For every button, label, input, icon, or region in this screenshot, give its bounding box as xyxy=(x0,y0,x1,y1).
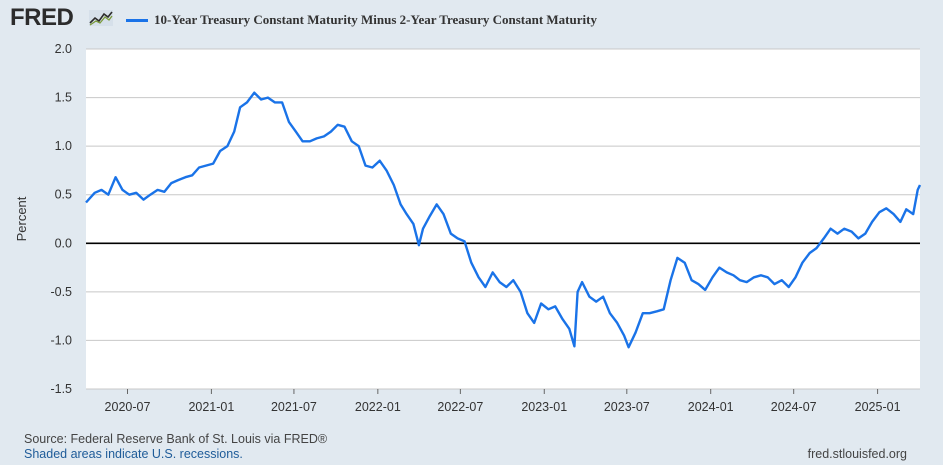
x-tick-label: 2023-07 xyxy=(604,400,650,414)
x-tick-label: 2025-01 xyxy=(855,400,901,414)
x-tick-label: 2021-01 xyxy=(188,400,234,414)
y-tick-label: 2.0 xyxy=(55,42,72,56)
x-tick-label: 2022-07 xyxy=(437,400,483,414)
legend-label[interactable]: 10-Year Treasury Constant Maturity Minus… xyxy=(154,12,597,27)
x-tick-label: 2023-01 xyxy=(521,400,567,414)
x-tick-label: 2024-01 xyxy=(688,400,734,414)
y-tick-label: -0.5 xyxy=(50,285,72,299)
y-tick-label: 0.5 xyxy=(55,188,72,202)
source-note: Source: Federal Reserve Bank of St. Loui… xyxy=(24,432,328,446)
x-tick-label: 2021-07 xyxy=(271,400,317,414)
y-tick-label: 1.0 xyxy=(55,139,72,153)
site-link[interactable]: fred.stlouisfed.org xyxy=(807,447,907,461)
y-tick-label: -1.0 xyxy=(50,333,72,347)
recession-note[interactable]: Shaded areas indicate U.S. recessions. xyxy=(24,447,243,461)
y-tick-label: -1.5 xyxy=(50,382,72,396)
fred-logo[interactable]: FRED xyxy=(10,4,74,31)
x-tick-label: 2022-01 xyxy=(355,400,401,414)
y-axis-label: Percent xyxy=(14,196,29,241)
fred-chart-icon xyxy=(89,10,113,31)
y-axis: -1.5 -1.0 -0.5 0.0 0.5 1.0 1.5 2.0 xyxy=(50,42,72,396)
y-tick-label: 0.0 xyxy=(55,236,72,250)
x-tick-label: 2020-07 xyxy=(105,400,151,414)
legend-swatch xyxy=(126,19,148,22)
plot-area xyxy=(86,49,920,389)
x-axis: 2020-07 2021-01 2021-07 2022-01 2022-07 2023-… xyxy=(105,389,901,414)
series-line[interactable] xyxy=(85,91,922,349)
chart-header: FRED 10-Year Treasury Constant Maturity … xyxy=(0,0,943,40)
y-tick-label: 1.5 xyxy=(55,91,72,105)
x-tick-label: 2024-07 xyxy=(771,400,817,414)
